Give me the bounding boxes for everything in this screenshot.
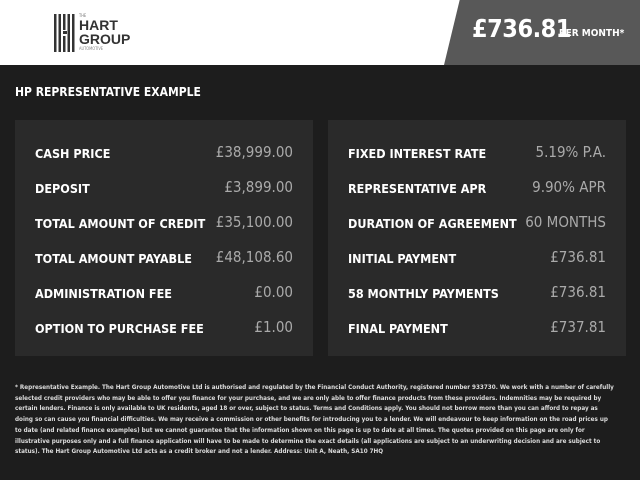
row-value: £48,108.60 <box>215 248 293 266</box>
logo-the: THE <box>79 13 87 18</box>
row-label: DURATION OF AGREEMENT <box>348 216 517 231</box>
row-value: 5.19% P.A. <box>535 143 606 161</box>
finance-row: FIXED INTEREST RATE 5.19% P.A. <box>348 143 606 166</box>
finance-row: FINAL PAYMENT £737.81 <box>348 318 606 341</box>
section-title: HP REPRESENTATIVE EXAMPLE <box>15 85 201 99</box>
logo-name: HART GROUP <box>79 18 130 46</box>
row-label: FINAL PAYMENT <box>348 321 448 336</box>
row-label: 58 MONTHLY PAYMENTS <box>348 286 499 301</box>
row-value: 60 MONTHS <box>525 213 606 231</box>
logo-name-line2: GROUP <box>79 31 131 47</box>
row-value: £3,899.00 <box>224 178 293 196</box>
row-value: £38,999.00 <box>215 143 293 161</box>
row-label: REPRESENTATIVE APR <box>348 181 487 196</box>
row-value: 9.90% APR <box>532 178 606 196</box>
finance-row: REPRESENTATIVE APR 9.90% APR <box>348 178 606 201</box>
row-label: TOTAL AMOUNT OF CREDIT <box>35 216 206 231</box>
row-value: £1.00 <box>254 318 293 336</box>
finance-row: DEPOSIT £3,899.00 <box>35 178 293 201</box>
finance-row: DURATION OF AGREEMENT 60 MONTHS <box>348 213 606 236</box>
row-value: £737.81 <box>550 318 606 336</box>
finance-row: OPTION TO PURCHASE FEE £1.00 <box>35 318 293 341</box>
finance-row: CASH PRICE £38,999.00 <box>35 143 293 166</box>
row-value: £736.81 <box>550 248 606 266</box>
left-finance-panel: CASH PRICE £38,999.00 DEPOSIT £3,899.00 TO… <box>15 120 313 356</box>
header: THE HART GROUP AUTOMOTIVE £736.81 PER MON… <box>0 0 640 65</box>
row-label: DEPOSIT <box>35 181 90 196</box>
row-label: TOTAL AMOUNT PAYABLE <box>35 251 192 266</box>
logo-sub: AUTOMOTIVE <box>79 46 104 51</box>
monthly-price: £736.81 <box>472 14 571 43</box>
finance-row: ADMINISTRATION FEE £0.00 <box>35 283 293 306</box>
monthly-price-block: £736.81 PER MONTH* <box>444 0 640 65</box>
finance-row: TOTAL AMOUNT PAYABLE £48,108.60 <box>35 248 293 271</box>
hart-group-logo[interactable]: THE HART GROUP AUTOMOTIVE <box>54 13 164 52</box>
row-label: INITIAL PAYMENT <box>348 251 457 266</box>
disclaimer-text: * Representative Example. The Hart Group… <box>15 384 614 456</box>
logo-mark-icon <box>54 14 75 52</box>
row-label: ADMINISTRATION FEE <box>35 286 172 301</box>
row-label: FIXED INTEREST RATE <box>348 146 487 161</box>
finance-row: TOTAL AMOUNT OF CREDIT £35,100.00 <box>35 213 293 236</box>
row-label: OPTION TO PURCHASE FEE <box>35 321 204 336</box>
row-value: £35,100.00 <box>215 213 293 231</box>
per-month-label: PER MONTH* <box>559 28 625 39</box>
row-value: £0.00 <box>254 283 293 301</box>
row-value: £736.81 <box>550 283 606 301</box>
finance-row: INITIAL PAYMENT £736.81 <box>348 248 606 271</box>
logo-name-line1: HART <box>79 17 118 33</box>
row-label: CASH PRICE <box>35 146 111 161</box>
finance-row: 58 MONTHLY PAYMENTS £736.81 <box>348 283 606 306</box>
right-finance-panel: FIXED INTEREST RATE 5.19% P.A. REPRESENTA… <box>328 120 626 356</box>
